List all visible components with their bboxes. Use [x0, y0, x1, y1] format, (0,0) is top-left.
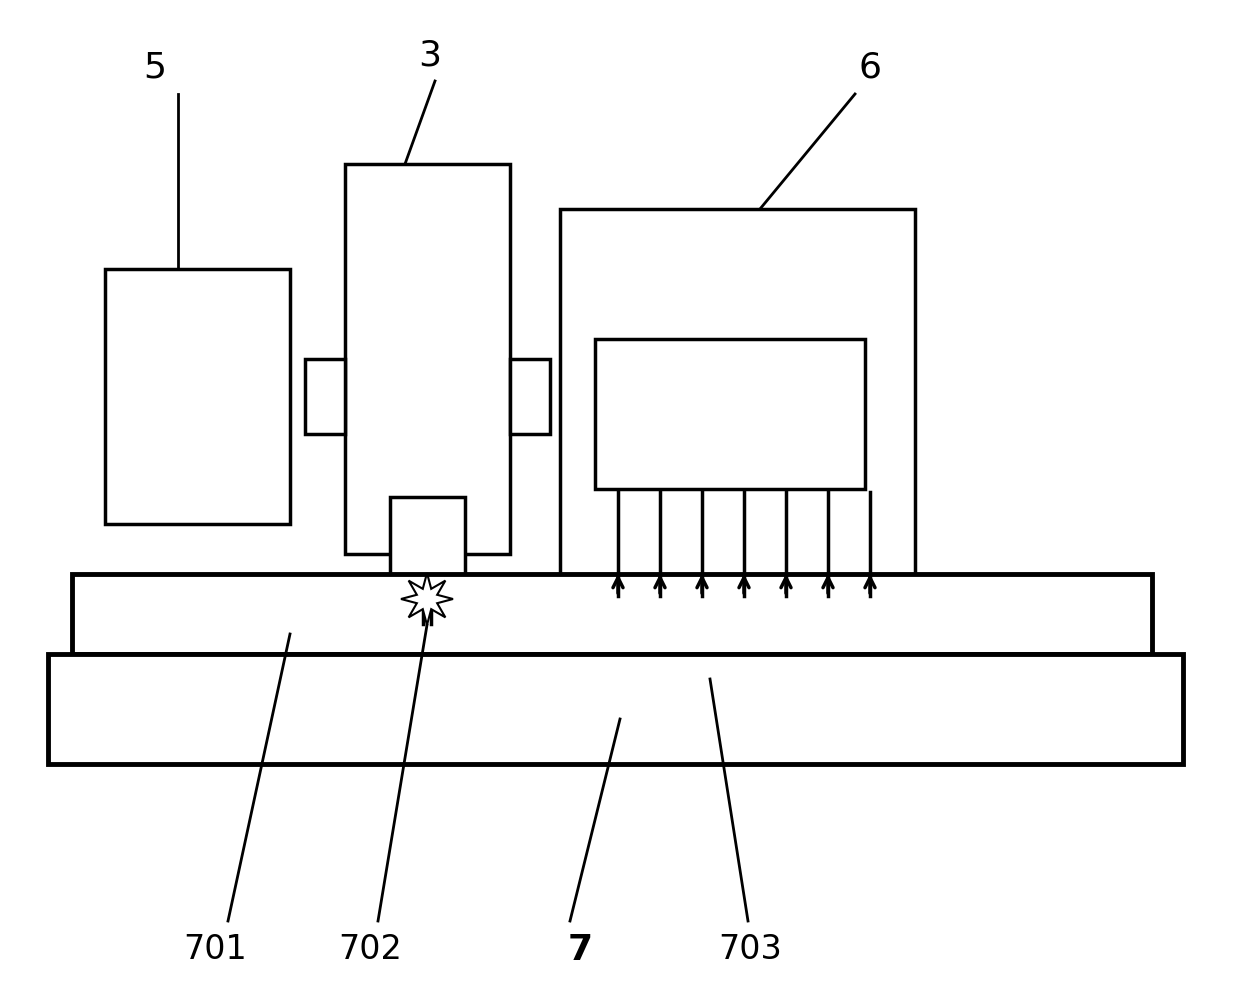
Bar: [48, 654, 1183, 764]
Text: 3: 3: [419, 38, 441, 72]
Polygon shape: [401, 574, 453, 626]
Text: 7: 7: [568, 932, 593, 966]
Bar: [105, 270, 290, 525]
Text: 701: 701: [184, 933, 247, 966]
Text: 702: 702: [339, 933, 402, 966]
Bar: [510, 360, 551, 434]
Bar: [305, 360, 345, 434]
Text: 703: 703: [718, 933, 782, 966]
Bar: [391, 497, 465, 608]
Bar: [72, 575, 1152, 654]
Text: 5: 5: [144, 51, 166, 85]
Bar: [345, 164, 510, 555]
Bar: [560, 210, 915, 595]
Text: 6: 6: [858, 51, 882, 85]
Bar: [595, 340, 866, 489]
